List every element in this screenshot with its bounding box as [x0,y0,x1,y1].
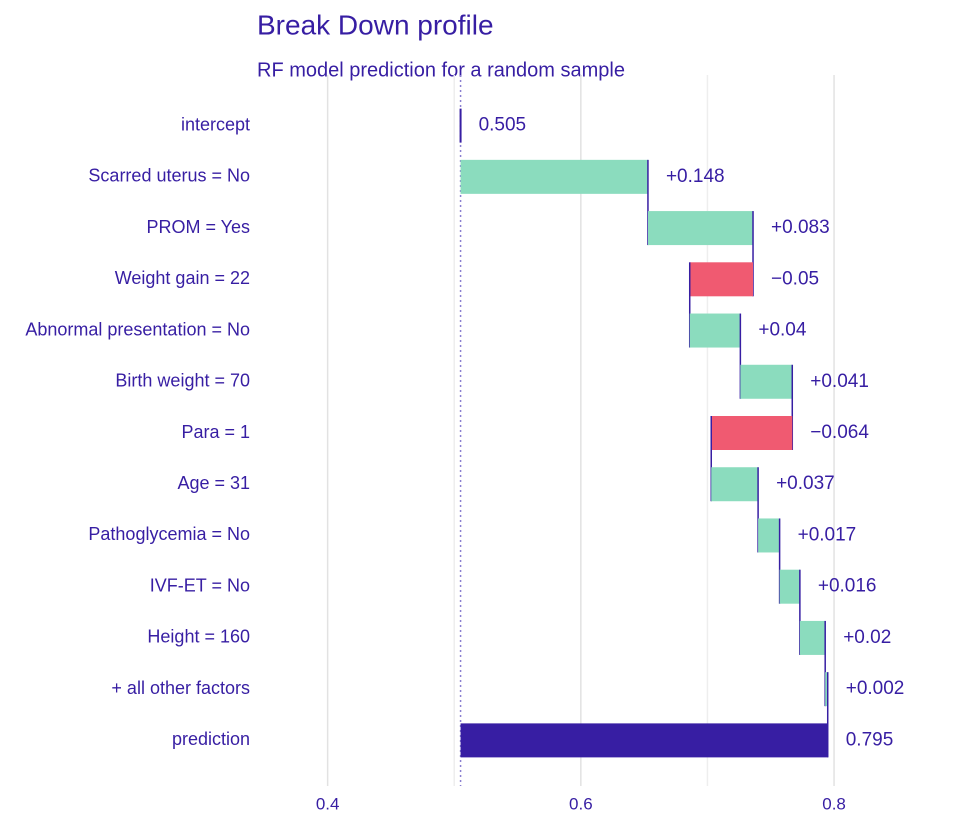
contribution-bar [460,159,648,194]
value-label: 0.795 [846,729,894,750]
category-label: Age = 31 [177,473,250,493]
category-label: Abnormal presentation = No [25,319,250,339]
contribution-bar [825,672,828,707]
category-label: Birth weight = 70 [115,371,250,391]
contribution-bar [740,364,793,399]
value-label: +0.041 [810,371,869,392]
x-tick-label: 0.6 [569,794,593,813]
contribution-bar [779,569,800,604]
value-label: +0.02 [843,627,891,648]
x-tick-label: 0.8 [822,794,846,813]
category-label: intercept [181,114,250,134]
value-label: +0.002 [846,678,905,699]
contribution-bar [689,262,754,297]
category-label: Height = 160 [147,627,250,647]
chart-subtitle: RF model prediction for a random sample [257,59,625,81]
contribution-bar [758,518,780,553]
contribution-bar [689,313,741,348]
value-label: +0.148 [666,166,725,187]
value-label: −0.05 [771,268,819,289]
chart-title: Break Down profile [257,9,494,40]
contribution-bar [647,211,754,246]
value-label: +0.04 [758,320,807,341]
contribution-bar [711,467,759,502]
category-label: Weight gain = 22 [115,268,250,288]
category-label: + all other factors [111,678,250,698]
contribution-bar [799,620,826,655]
contribution-bar [711,416,793,450]
value-label: +0.016 [818,576,877,597]
value-label: +0.017 [798,524,857,545]
value-label: +0.037 [776,473,835,494]
category-label: prediction [172,729,250,749]
prediction-bar [460,723,828,758]
category-label: IVF-ET = No [150,575,250,595]
value-label: −0.064 [810,422,869,443]
x-tick-label: 0.4 [316,794,340,813]
value-label: +0.083 [771,217,830,238]
category-label: Para = 1 [181,422,250,442]
value-label: 0.505 [479,115,527,136]
category-label: Scarred uterus = No [88,166,250,186]
category-label: PROM = Yes [146,217,250,237]
category-label: Pathoglycemia = No [88,524,250,544]
